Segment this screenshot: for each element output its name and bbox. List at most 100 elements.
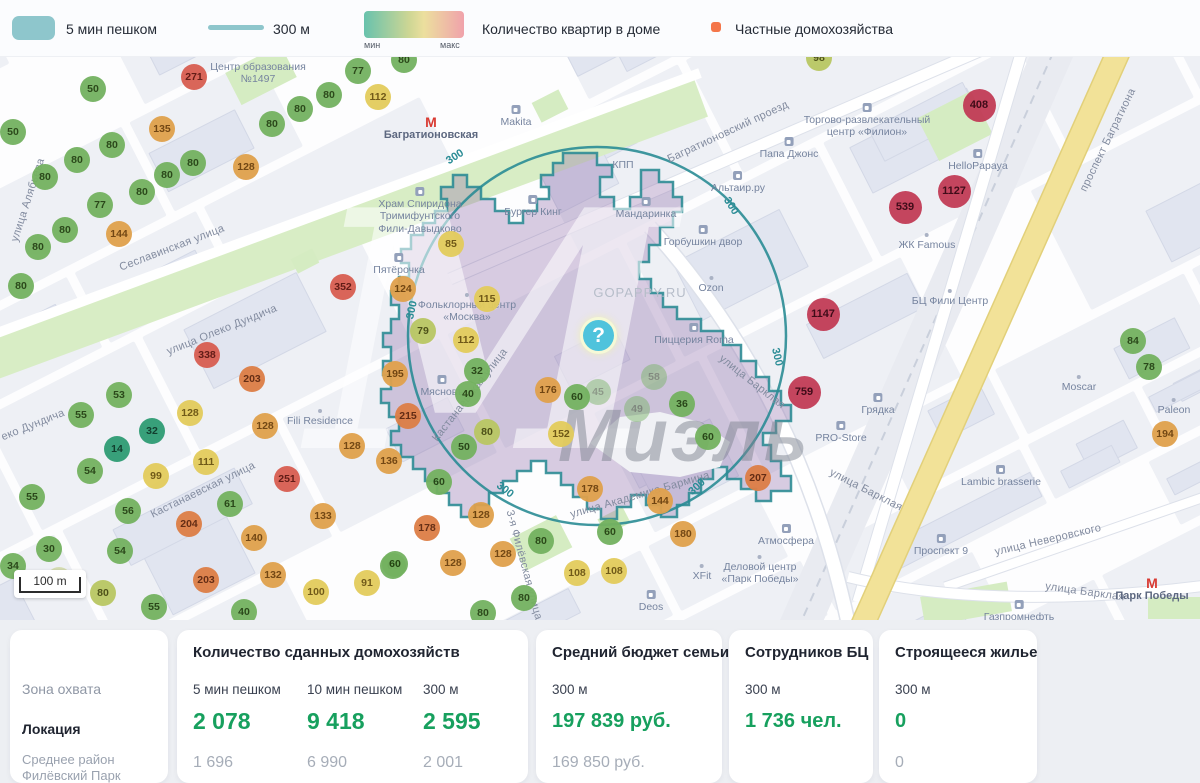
apartment-count-marker[interactable]: 207 <box>745 465 771 491</box>
apartment-count-marker[interactable]: 77 <box>345 58 371 84</box>
apartment-count-marker[interactable]: 80 <box>259 111 285 137</box>
apartment-count-marker[interactable]: 203 <box>193 567 219 593</box>
apartment-count-marker[interactable]: 215 <box>395 403 421 429</box>
apartment-count-marker[interactable]: 176 <box>535 377 561 403</box>
apartment-count-marker[interactable]: 55 <box>19 484 45 510</box>
apartment-count-marker[interactable]: 128 <box>252 413 278 439</box>
apartment-count-marker[interactable]: 78 <box>1136 354 1162 380</box>
apartment-count-marker[interactable]: 204 <box>176 511 202 537</box>
poi-label-text: БЦ Фили Центр <box>911 295 989 307</box>
apartment-count-marker[interactable]: 80 <box>99 132 125 158</box>
apartment-count-marker[interactable]: 194 <box>1152 421 1178 447</box>
apartment-count-marker[interactable]: 408 <box>962 88 996 122</box>
apartment-count-marker[interactable]: 135 <box>149 116 175 142</box>
apartment-count-marker[interactable]: 112 <box>365 84 391 110</box>
apartment-count-marker[interactable]: 98 <box>806 57 832 71</box>
apartment-count-marker[interactable]: 56 <box>115 498 141 524</box>
apartment-count-marker[interactable]: 53 <box>106 382 132 408</box>
apartment-count-marker[interactable]: 80 <box>25 234 51 260</box>
apartment-count-marker[interactable]: 80 <box>470 600 496 620</box>
apartment-count-marker[interactable]: 50 <box>80 76 106 102</box>
apartment-count-marker[interactable]: 111 <box>193 449 219 475</box>
apartment-count-marker[interactable]: 80 <box>511 585 537 611</box>
apartment-count-marker[interactable]: 80 <box>154 162 180 188</box>
apartment-count-marker[interactable]: 54 <box>77 458 103 484</box>
apartment-count-marker[interactable]: 128 <box>490 541 516 567</box>
apartment-count-marker[interactable]: 60 <box>695 424 721 450</box>
apartment-count-marker[interactable]: 133 <box>310 503 336 529</box>
apartment-count-marker[interactable]: 203 <box>239 366 265 392</box>
apartment-count-marker[interactable]: 85 <box>438 231 464 257</box>
apartment-count-marker[interactable]: 1147 <box>806 297 840 331</box>
apartment-count-marker[interactable]: 115 <box>474 286 500 312</box>
apartment-count-marker[interactable]: 271 <box>181 64 207 90</box>
apartment-count-marker[interactable]: 80 <box>64 147 90 173</box>
apartment-count-marker[interactable]: 128 <box>440 550 466 576</box>
apartment-count-marker[interactable]: 128 <box>339 433 365 459</box>
apartment-count-marker[interactable]: 50 <box>0 119 26 145</box>
apartment-count-marker[interactable]: 60 <box>597 519 623 545</box>
apartment-count-marker[interactable]: 14 <box>104 436 130 462</box>
apartment-count-marker[interactable]: 338 <box>194 342 220 368</box>
apartment-count-marker[interactable]: 60 <box>426 469 452 495</box>
apartment-count-marker[interactable]: 60 <box>564 384 590 410</box>
apartment-count-marker[interactable]: 80 <box>180 150 206 176</box>
apartment-count-marker[interactable]: 79 <box>410 318 436 344</box>
apartment-count-marker[interactable]: 40 <box>455 381 481 407</box>
apartment-count-marker[interactable]: 178 <box>577 476 603 502</box>
apartment-count-marker[interactable]: 100 <box>303 579 329 605</box>
apartment-count-marker[interactable]: 80 <box>474 419 500 445</box>
apartment-count-marker[interactable]: 30 <box>36 536 62 562</box>
apartment-count-marker[interactable]: 352 <box>330 274 356 300</box>
apartment-count-marker[interactable]: 1127 <box>937 174 971 208</box>
apartment-count-marker[interactable]: 32 <box>464 358 490 384</box>
apartment-count-marker[interactable]: 80 <box>8 273 34 299</box>
apartment-count-marker[interactable]: 55 <box>141 594 167 620</box>
apartment-count-marker[interactable]: 251 <box>274 466 300 492</box>
apartment-count-marker[interactable]: 140 <box>241 525 267 551</box>
apartment-count-marker[interactable]: 132 <box>260 562 286 588</box>
apartment-count-marker[interactable]: 50 <box>451 434 477 460</box>
apartment-count-marker[interactable]: 136 <box>376 448 402 474</box>
apartment-count-marker[interactable]: 80 <box>391 57 417 73</box>
apartment-count-marker[interactable]: 40 <box>231 599 257 620</box>
apartment-count-marker[interactable]: 80 <box>52 217 78 243</box>
apartment-count-marker[interactable]: 34 <box>0 553 26 579</box>
apartment-count-marker[interactable]: 178 <box>414 515 440 541</box>
apartment-count-marker[interactable]: 144 <box>106 221 132 247</box>
apartment-count-marker[interactable]: 45 <box>585 379 611 405</box>
apartment-count-marker[interactable]: 91 <box>354 570 380 596</box>
apartment-count-marker[interactable]: 80 <box>316 82 342 108</box>
apartment-count-marker[interactable]: 80 <box>129 179 155 205</box>
apartment-count-marker[interactable]: 144 <box>647 488 673 514</box>
apartment-count-marker[interactable]: 108 <box>601 558 627 584</box>
apartment-count-marker[interactable]: 36 <box>669 391 695 417</box>
apartment-count-marker[interactable]: 80 <box>528 528 554 554</box>
apartment-count-marker[interactable]: 60 <box>382 551 408 577</box>
apartment-count-marker[interactable]: 61 <box>217 491 243 517</box>
apartment-count-marker[interactable]: 80 <box>287 96 313 122</box>
map[interactable]: М Миэль Сеславинская улица улица Алябьева… <box>0 57 1200 620</box>
apartment-count-marker[interactable]: 55 <box>68 402 94 428</box>
apartment-count-marker[interactable]: 58 <box>641 364 667 390</box>
apartment-count-marker[interactable]: 32 <box>139 418 165 444</box>
apartment-count-marker[interactable]: 152 <box>548 421 574 447</box>
apartment-count-marker[interactable]: 539 <box>888 190 922 224</box>
apartment-count-marker[interactable]: 80 <box>32 164 58 190</box>
apartment-count-marker[interactable]: 195 <box>382 361 408 387</box>
apartment-count-marker[interactable]: 759 <box>787 375 821 409</box>
apartment-count-marker[interactable]: 77 <box>87 192 113 218</box>
apartment-count-marker[interactable]: 84 <box>1120 328 1146 354</box>
apartment-count-marker[interactable]: 99 <box>143 463 169 489</box>
apartment-count-marker[interactable]: 49 <box>624 396 650 422</box>
apartment-count-marker[interactable]: 180 <box>670 521 696 547</box>
apartment-count-marker[interactable]: 54 <box>107 538 133 564</box>
apartment-count-marker[interactable]: 128 <box>468 502 494 528</box>
center-point-marker[interactable]: ? <box>580 317 617 354</box>
apartment-count-marker[interactable]: 80 <box>90 580 116 606</box>
apartment-count-marker[interactable]: 124 <box>390 276 416 302</box>
apartment-count-marker[interactable]: 128 <box>177 400 203 426</box>
apartment-count-marker[interactable]: 108 <box>564 560 590 586</box>
apartment-count-marker[interactable]: 112 <box>453 327 479 353</box>
apartment-count-marker[interactable]: 128 <box>233 154 259 180</box>
